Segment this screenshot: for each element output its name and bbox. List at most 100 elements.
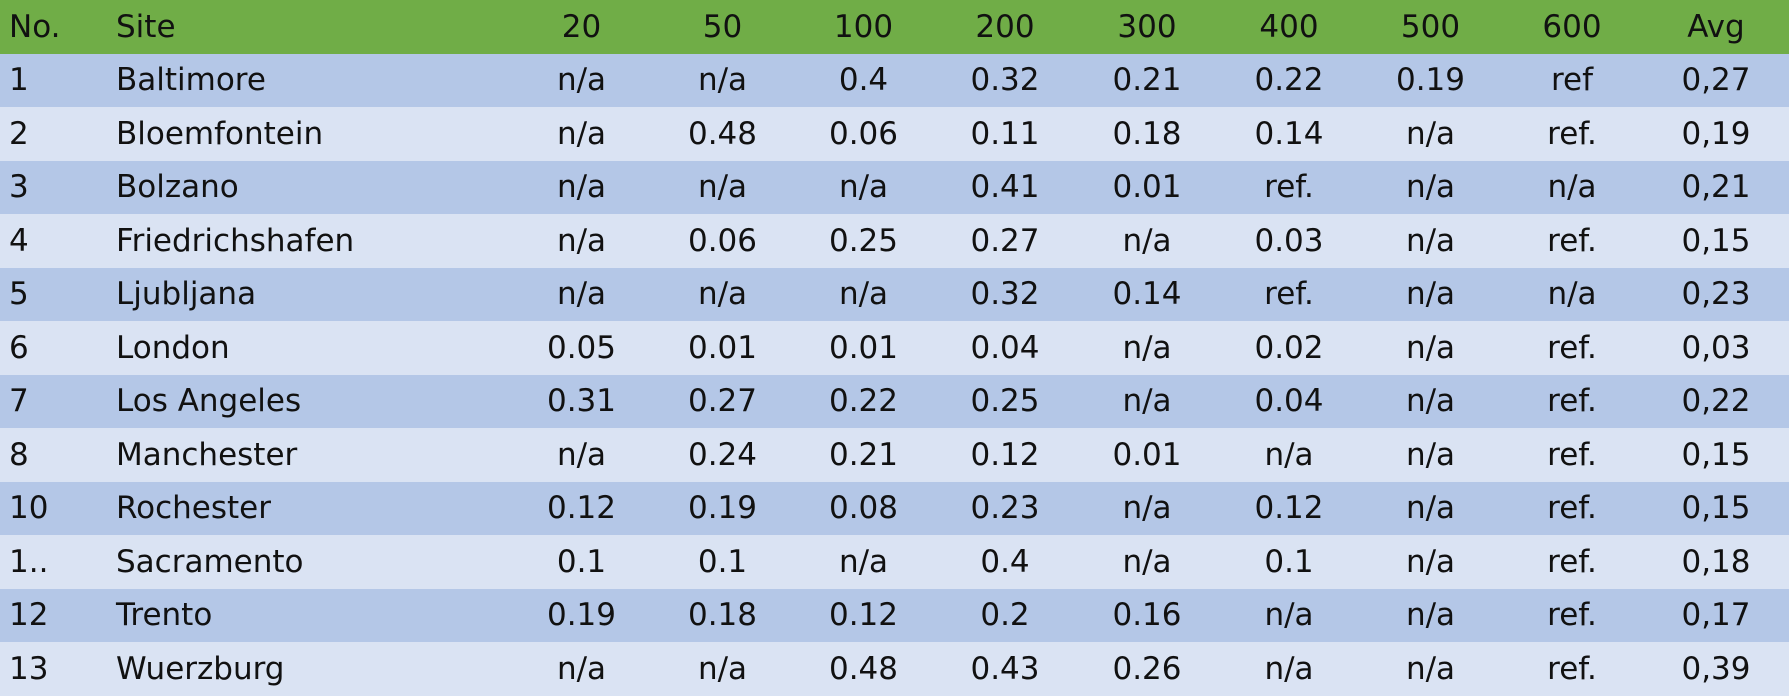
table-cell: n/a bbox=[793, 160, 934, 214]
table-cell: 0.11 bbox=[934, 107, 1076, 161]
table-cell: n/a bbox=[652, 160, 793, 214]
table-cell: 10 bbox=[0, 481, 100, 535]
header-cell: 500 bbox=[1360, 0, 1501, 54]
table-cell: 0.23 bbox=[934, 481, 1076, 535]
table-cell: 0.02 bbox=[1218, 321, 1360, 375]
table-cell: n/a bbox=[1360, 642, 1501, 696]
table-cell: n/a bbox=[1218, 428, 1360, 482]
site-cell: Los Angeles bbox=[100, 374, 511, 428]
site-cell: Ljubljana bbox=[100, 267, 511, 321]
table-cell: 0.14 bbox=[1076, 267, 1218, 321]
table-row: 6 London 0.05 0.01 0.01 0.04 n/a 0.02 n/a ref. 0,0… bbox=[0, 321, 1789, 375]
table-cell: n/a bbox=[1218, 588, 1360, 642]
table-cell: 0.01 bbox=[1076, 160, 1218, 214]
table-cell: n/a bbox=[1501, 160, 1643, 214]
table-cell: 0.25 bbox=[934, 374, 1076, 428]
table-cell: 0.18 bbox=[1076, 107, 1218, 161]
table-row: 2 Bloemfontein n/a 0.48 0.06 0.11 0.18 0.14 n/a r… bbox=[0, 107, 1789, 161]
table-cell: n/a bbox=[1076, 321, 1218, 375]
table-cell: 0.12 bbox=[511, 481, 652, 535]
header-cell: 100 bbox=[793, 0, 934, 54]
table-cell: 12 bbox=[0, 588, 100, 642]
table-cell: n/a bbox=[1076, 481, 1218, 535]
table-cell: n/a bbox=[1076, 214, 1218, 268]
table-cell: 0.24 bbox=[652, 428, 793, 482]
table-cell: 0,17 bbox=[1643, 588, 1789, 642]
table-cell: n/a bbox=[1360, 428, 1501, 482]
table-cell: n/a bbox=[652, 642, 793, 696]
table-cell: ref. bbox=[1501, 481, 1643, 535]
site-cell: Sacramento bbox=[100, 535, 511, 589]
table-row: 5 Ljubljana n/a n/a n/a 0.32 0.14 ref. n/a n/a 0,2… bbox=[0, 267, 1789, 321]
header-cell: 300 bbox=[1076, 0, 1218, 54]
site-cell: Friedrichshafen bbox=[100, 214, 511, 268]
site-cell: Rochester bbox=[100, 481, 511, 535]
table-cell: n/a bbox=[1076, 374, 1218, 428]
table-cell: 0.12 bbox=[793, 588, 934, 642]
table-cell: 0.12 bbox=[1218, 481, 1360, 535]
table-cell: ref. bbox=[1501, 535, 1643, 589]
table-cell: 0,27 bbox=[1643, 53, 1789, 107]
table-cell: 0,19 bbox=[1643, 107, 1789, 161]
table-cell: n/a bbox=[511, 53, 652, 107]
table-cell: n/a bbox=[652, 53, 793, 107]
table-cell: 0,18 bbox=[1643, 535, 1789, 589]
table-cell: 0.1 bbox=[511, 535, 652, 589]
table-cell: 0.4 bbox=[934, 535, 1076, 589]
table-cell: 0,22 bbox=[1643, 374, 1789, 428]
table-cell: 0.27 bbox=[934, 214, 1076, 268]
site-cell: Bolzano bbox=[100, 160, 511, 214]
table-cell: 0,03 bbox=[1643, 321, 1789, 375]
table-cell: 0.01 bbox=[1076, 428, 1218, 482]
table-cell: 0.2 bbox=[934, 588, 1076, 642]
header-row: No. Site 20 50 100 200 300 400 500 600 Avg bbox=[0, 0, 1789, 54]
table-cell: n/a bbox=[511, 267, 652, 321]
header-cell: 600 bbox=[1501, 0, 1643, 54]
table-cell: 0,15 bbox=[1643, 481, 1789, 535]
table-cell: n/a bbox=[1360, 107, 1501, 161]
table-cell: 0.04 bbox=[1218, 374, 1360, 428]
table-cell: 0.14 bbox=[1218, 107, 1360, 161]
table-cell: 0.27 bbox=[652, 374, 793, 428]
table-cell: n/a bbox=[511, 428, 652, 482]
table-cell: 0.25 bbox=[793, 214, 934, 268]
table-cell: n/a bbox=[1360, 481, 1501, 535]
table-row: 3 Bolzano n/a n/a n/a 0.41 0.01 ref. n/a n/a 0,21 bbox=[0, 160, 1789, 214]
table-cell: n/a bbox=[1076, 535, 1218, 589]
table-cell: 0.03 bbox=[1218, 214, 1360, 268]
table-cell: 0.26 bbox=[1076, 642, 1218, 696]
table-cell: 0.19 bbox=[1360, 53, 1501, 107]
table-cell: 0,15 bbox=[1643, 428, 1789, 482]
table-cell: n/a bbox=[793, 535, 934, 589]
table-cell: ref bbox=[1501, 53, 1643, 107]
table-row: 1 Baltimore n/a n/a 0.4 0.32 0.21 0.22 0.19 ref 0,… bbox=[0, 53, 1789, 107]
table-cell: 0.22 bbox=[1218, 53, 1360, 107]
table-cell: 1 bbox=[0, 53, 100, 107]
header-cell: Site bbox=[100, 0, 511, 54]
table-cell: 0,15 bbox=[1643, 214, 1789, 268]
table-cell: 13 bbox=[0, 642, 100, 696]
table-cell: n/a bbox=[511, 642, 652, 696]
header-cell: 200 bbox=[934, 0, 1076, 54]
table-cell: 0,21 bbox=[1643, 160, 1789, 214]
table-cell: 0.48 bbox=[793, 642, 934, 696]
table-cell: n/a bbox=[1360, 321, 1501, 375]
table-cell: 0.22 bbox=[793, 374, 934, 428]
table-cell: ref. bbox=[1501, 428, 1643, 482]
table-cell: n/a bbox=[1360, 374, 1501, 428]
table-cell: 4 bbox=[0, 214, 100, 268]
table-row: 13 Wuerzburg n/a n/a 0.48 0.43 0.26 n/a n/a ref. 0… bbox=[0, 642, 1789, 696]
table-cell: 0.4 bbox=[793, 53, 934, 107]
header-cell: No. bbox=[0, 0, 100, 54]
table-cell: 0.01 bbox=[652, 321, 793, 375]
table-cell: 0.06 bbox=[652, 214, 793, 268]
table-cell: ref. bbox=[1218, 160, 1360, 214]
table-cell: n/a bbox=[511, 214, 652, 268]
table-row: 12 Trento 0.19 0.18 0.12 0.2 0.16 n/a n/a ref. 0,1… bbox=[0, 588, 1789, 642]
table-cell: 0.21 bbox=[793, 428, 934, 482]
table-cell: 0,23 bbox=[1643, 267, 1789, 321]
table-cell: 0.19 bbox=[652, 481, 793, 535]
table-cell: n/a bbox=[1360, 267, 1501, 321]
table-cell: 0.21 bbox=[1076, 53, 1218, 107]
